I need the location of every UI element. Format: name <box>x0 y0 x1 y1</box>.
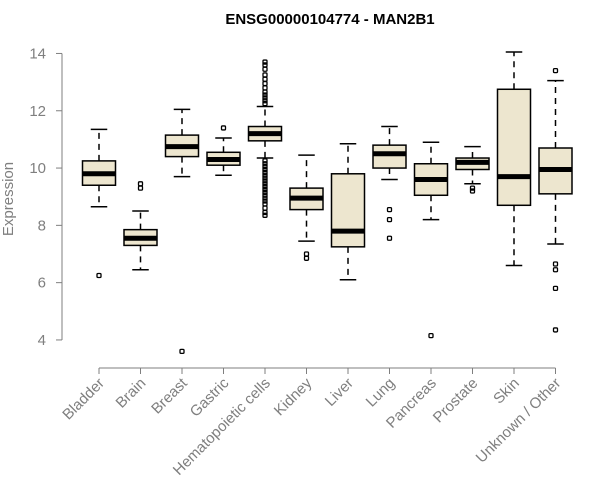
outlier-point <box>262 100 268 107</box>
x-tick-label: Prostate <box>430 375 482 427</box>
outlier-point <box>262 205 268 211</box>
box-group <box>372 125 407 241</box>
outlier-point <box>262 66 268 72</box>
outlier-point <box>262 85 268 91</box>
y-tick-label: 10 <box>29 160 46 177</box>
outlier-point <box>262 95 268 101</box>
outlier-point <box>262 62 268 68</box>
outlier-point <box>262 161 268 167</box>
outlier-point <box>262 192 268 198</box>
outlier-point <box>552 327 559 333</box>
outlier-point <box>262 181 268 187</box>
y-tick-label: 6 <box>38 275 46 292</box>
outlier-point <box>552 285 559 292</box>
x-tick-label: Breast <box>148 374 191 417</box>
x-tick-label: Brain <box>113 375 150 412</box>
outlier-point <box>262 198 268 204</box>
y-tick-label: 12 <box>29 103 46 120</box>
outlier-point <box>262 195 268 201</box>
chart-title: ENSG00000104774 - MAN2B1 <box>225 11 434 28</box>
outlier-point <box>262 92 268 98</box>
y-axis-label: Expression <box>0 162 17 236</box>
outlier-point <box>386 206 393 213</box>
x-tick-label: Lung <box>363 375 399 411</box>
outlier-point <box>262 172 268 178</box>
plot-area <box>81 51 573 355</box>
outlier-point <box>552 67 559 74</box>
outlier-point <box>262 178 268 184</box>
outlier-point <box>552 267 559 273</box>
box <box>372 144 407 169</box>
outlier-point <box>262 158 268 164</box>
box-group <box>455 145 490 194</box>
box <box>496 88 532 207</box>
outlier-point <box>262 201 268 207</box>
box-group <box>81 128 117 279</box>
outlier-point <box>262 80 268 87</box>
outlier-point <box>137 181 144 187</box>
outlier-point <box>262 212 268 218</box>
outlier-point <box>386 235 393 241</box>
x-tick-label: Liver <box>322 375 357 410</box>
box <box>330 173 366 248</box>
outlier-point <box>262 89 268 95</box>
outlier-point <box>262 98 268 104</box>
outlier-point <box>262 163 268 170</box>
outlier-point <box>137 185 144 191</box>
x-tick-label: Kidney <box>271 374 316 419</box>
outlier-point <box>96 272 102 279</box>
outlier-point <box>386 216 393 223</box>
outlier-point <box>262 186 268 193</box>
box-group <box>164 108 200 355</box>
outlier-point <box>262 72 268 78</box>
outlier-point <box>552 261 559 267</box>
y-axis: 4 6 8 10 12 14 <box>29 45 63 349</box>
outlier-point <box>469 185 476 191</box>
outlier-point <box>262 175 268 181</box>
outlier-point <box>262 166 268 173</box>
outlier-point <box>179 348 185 355</box>
outlier-point <box>262 169 268 176</box>
outlier-point <box>428 332 434 339</box>
outlier-point <box>303 255 310 261</box>
box-group <box>330 142 366 281</box>
outlier-point <box>220 125 227 131</box>
y-tick-label: 14 <box>29 45 46 62</box>
outlier-point <box>303 251 310 257</box>
x-tick-label: Skin <box>490 375 523 408</box>
outlier-point <box>262 209 268 216</box>
box-group <box>289 154 324 261</box>
x-tick-label: Bladder <box>59 375 108 424</box>
outlier-point <box>262 184 268 190</box>
outlier-point <box>262 76 268 82</box>
y-tick-label: 4 <box>38 332 46 349</box>
outlier-point <box>262 189 268 196</box>
box-group <box>413 141 449 339</box>
box-group <box>247 59 283 218</box>
outlier-point <box>262 59 268 65</box>
y-tick-label: 8 <box>38 217 46 234</box>
box-group <box>496 51 532 267</box>
box-group <box>206 125 241 176</box>
outlier-point <box>469 188 476 194</box>
box-group <box>123 181 158 271</box>
box-group <box>538 67 573 333</box>
